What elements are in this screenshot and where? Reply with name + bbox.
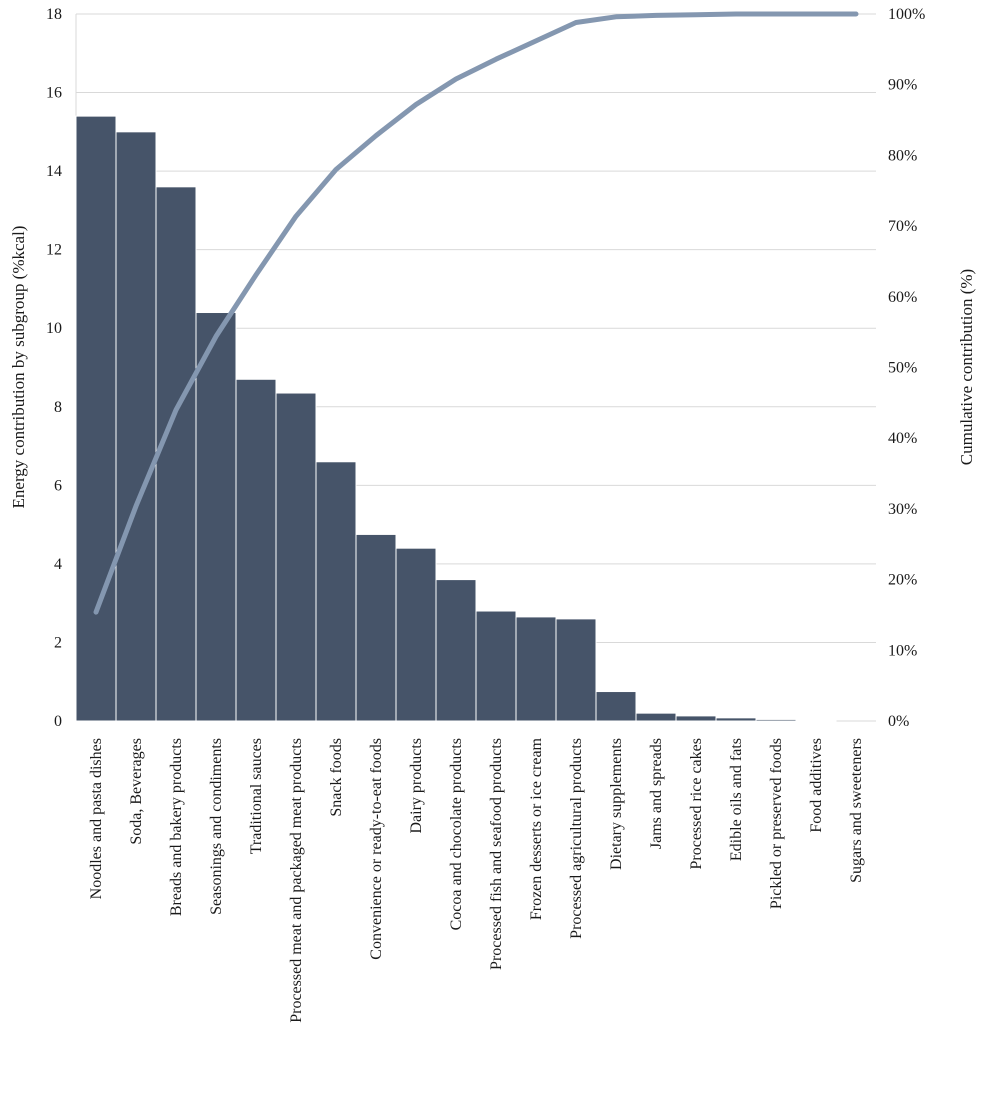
category-label: Snack foods xyxy=(328,738,345,817)
y-tick-label: 6 xyxy=(54,477,62,494)
bar xyxy=(755,718,797,722)
cumulative-line-series xyxy=(93,11,859,615)
right-axis-ticks: 0% 10% 20% 30% 40% 50% 60% 70% 80% 90% 100% xyxy=(888,6,925,730)
bar xyxy=(715,717,757,722)
bar xyxy=(635,712,677,722)
category-label: Processed fish and seafood products xyxy=(488,738,505,970)
bar xyxy=(115,131,157,722)
y2-tick-label: 0% xyxy=(888,713,909,730)
category-label: Soda, Beverages xyxy=(128,738,145,845)
y-tick-label: 8 xyxy=(54,399,62,416)
category-labels: Noodles and pasta dishes Soda, Beverages B… xyxy=(88,737,865,1022)
bar xyxy=(515,616,557,722)
category-label: Breads and bakery products xyxy=(168,738,185,916)
category-label: Pickled or preserved foods xyxy=(768,738,785,909)
left-axis-ticks: 0 2 4 6 8 10 12 14 16 18 xyxy=(46,6,62,730)
y2-tick-label: 100% xyxy=(888,6,925,23)
category-label: Food additives xyxy=(808,738,825,833)
bar xyxy=(235,378,277,722)
bar xyxy=(195,312,237,722)
y2-tick-label: 90% xyxy=(888,77,917,94)
category-label: Cocoa and chocolate products xyxy=(448,738,465,930)
bar xyxy=(155,186,197,722)
y-tick-label: 18 xyxy=(46,6,62,23)
bar xyxy=(355,533,397,722)
category-label: Seasonings and condiments xyxy=(208,738,225,915)
bar xyxy=(75,115,117,722)
bar xyxy=(275,392,317,722)
y-tick-label: 0 xyxy=(54,713,62,730)
bar xyxy=(595,691,637,722)
y-tick-label: 16 xyxy=(46,85,62,102)
bar xyxy=(315,461,357,722)
category-label: Dietary supplements xyxy=(608,738,625,870)
category-label: Edible oils and fats xyxy=(728,738,745,861)
category-label: Traditional sauces xyxy=(248,738,265,854)
bar xyxy=(675,715,717,722)
y2-tick-label: 10% xyxy=(888,642,917,659)
y2-tick-label: 30% xyxy=(888,501,917,518)
y2-tick-label: 40% xyxy=(888,430,917,447)
y2-tick-label: 70% xyxy=(888,218,917,235)
y-axis-title: Energy contribution by subgroup (%kcal) xyxy=(9,226,28,509)
category-label: Processed agricultural products xyxy=(568,738,585,939)
y2-axis-title: Cumulative contribution (%) xyxy=(957,269,976,465)
cumulative-line xyxy=(93,11,859,615)
y-tick-label: 2 xyxy=(54,634,62,651)
category-label: Convenience or ready-to-eat foods xyxy=(368,738,385,960)
category-label: Jams and spreads xyxy=(648,738,665,849)
category-label: Dairy products xyxy=(408,738,425,834)
category-label: Frozen desserts or ice cream xyxy=(528,737,545,920)
y-tick-label: 12 xyxy=(46,242,62,259)
category-label: Sugars and sweeteners xyxy=(848,738,865,883)
y-tick-label: 10 xyxy=(46,320,62,337)
bar xyxy=(395,547,437,722)
bar-series xyxy=(75,115,837,722)
bar xyxy=(475,610,517,722)
category-label: Processed rice cakes xyxy=(688,738,705,870)
bar xyxy=(435,579,477,722)
y2-tick-label: 50% xyxy=(888,360,917,377)
y2-tick-label: 60% xyxy=(888,289,917,306)
y2-tick-label: 20% xyxy=(888,572,917,589)
y2-tick-label: 80% xyxy=(888,147,917,164)
y-tick-label: 4 xyxy=(54,556,62,573)
bar xyxy=(555,618,597,722)
category-label: Noodles and pasta dishes xyxy=(88,738,105,899)
category-label: Processed meat and packaged meat product… xyxy=(288,738,305,1023)
y-tick-label: 14 xyxy=(46,163,62,180)
